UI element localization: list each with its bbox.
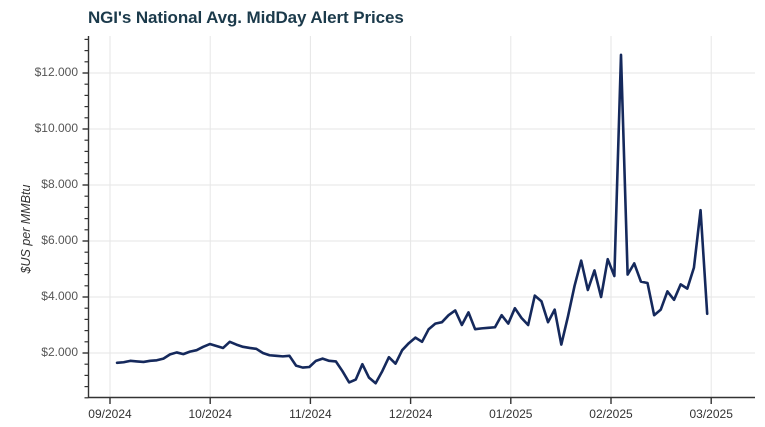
gridlines [88,36,755,398]
x-axis-tick-label: 12/2024 [388,407,433,421]
y-axis-tick-label: $10.000 [34,121,78,135]
x-axis-tick-label: 01/2025 [489,407,533,421]
price-series-line [115,53,709,385]
y-axis-major-ticks [82,72,89,354]
x-axis-ticks [109,398,712,404]
y-axis-tick-label: $4.000 [41,289,78,303]
y-axis-tick-label: $8.000 [41,177,78,191]
x-axis-tick-label: 10/2024 [188,407,232,421]
y-axis-tick-label: $2.000 [41,345,78,359]
y-axis-tick-label: $6.000 [41,233,78,247]
chart-title: NGI's National Avg. MidDay Alert Prices [88,8,404,27]
x-axis-tick-label: 09/2024 [88,407,132,421]
x-axis-tick-label: 11/2024 [289,407,332,421]
x-axis-tick-label: 02/2025 [589,407,633,421]
y-axis-tick-labels: $2.000 $4.000 $6.000 $8.000 $10.000 $12.000 [0,0,78,427]
y-axis-tick-label: $12.000 [34,65,78,79]
x-axis-tick-label: 03/2025 [689,407,733,421]
